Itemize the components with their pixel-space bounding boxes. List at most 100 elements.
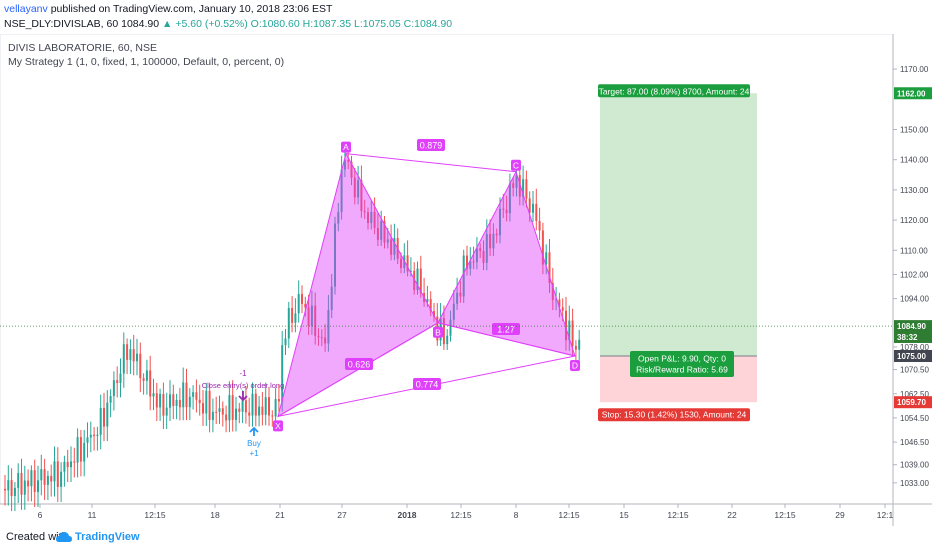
y-tick-label: 1094.00 <box>900 295 929 304</box>
candle-body <box>310 305 313 326</box>
sell-signal-qty: -1 <box>239 369 247 378</box>
publish-line: vellayanv published on TradingView.com, … <box>4 3 332 15</box>
candle-body <box>281 345 284 402</box>
chart-area[interactable]: 1170.00 1150.00 1140.00 1130.00 1120.00 1110.… <box>0 34 932 526</box>
risk-reward-label: Risk/Reward Ratio: 5.69 <box>636 365 728 375</box>
candle-body <box>86 437 89 443</box>
x-tick-label: 22 <box>727 510 737 520</box>
candle-body <box>274 399 277 417</box>
ratio-label: 1.27 <box>497 325 515 335</box>
candle-body <box>244 400 247 413</box>
candle-body <box>568 320 571 341</box>
candle-body <box>198 399 201 404</box>
candle-body <box>301 294 303 304</box>
pattern-point-label: X <box>275 421 281 431</box>
candle-body <box>96 434 99 436</box>
symbol-label: NSE_DLY:DIVISLAB, 60 <box>4 18 119 30</box>
candle-body <box>106 402 109 427</box>
candle-body <box>535 203 538 221</box>
candle-body <box>37 480 39 492</box>
candle-body <box>380 221 383 240</box>
candle-body <box>93 434 96 436</box>
candle-body <box>248 412 251 416</box>
y-tick-label: 1130.00 <box>900 186 929 195</box>
candle-body <box>60 471 63 487</box>
low-value: L:1075.05 <box>354 18 401 30</box>
candle-body <box>215 411 218 413</box>
y-tick-label: 1070.50 <box>900 366 929 375</box>
y-tick-label: 1046.50 <box>900 438 929 447</box>
candle-body <box>360 180 363 211</box>
candle-body <box>195 392 198 400</box>
candle-body <box>426 298 429 302</box>
candle-body <box>512 183 515 188</box>
x-tick-label: 11 <box>88 510 97 520</box>
candle-body <box>442 318 445 345</box>
candle-body <box>277 399 280 402</box>
price-badge-label: 1075.00 <box>897 352 926 361</box>
price-badge <box>894 350 932 362</box>
candle-body <box>353 177 356 198</box>
chart-symbol-title: DIVIS LABORATORIE, 60, NSE <box>8 42 157 54</box>
candle-body <box>122 344 125 374</box>
candle-body <box>20 473 23 495</box>
x-tick-label: 29 <box>835 510 845 520</box>
x-tick-label: 2018 <box>398 510 417 520</box>
candle-body <box>350 161 353 178</box>
candle-body <box>235 408 237 420</box>
candle-body <box>30 470 33 487</box>
author-link[interactable]: vellayanv <box>4 3 48 15</box>
candle-body <box>208 390 211 421</box>
candle-body <box>119 373 122 384</box>
candle-body <box>578 339 581 350</box>
candle-body <box>456 292 459 304</box>
price-badge <box>894 396 932 409</box>
x-tick-label: 12:15 <box>450 510 472 520</box>
candle-body <box>515 175 518 188</box>
candle-body <box>416 268 419 291</box>
candle-body <box>383 221 386 243</box>
x-tick-label: 12:15 <box>667 510 689 520</box>
candle-body <box>367 212 369 224</box>
x-tick-label: 6 <box>38 510 43 520</box>
candle-body <box>502 208 505 210</box>
y-tick-label: 1120.00 <box>900 216 929 225</box>
x-tick-label: 12:15 <box>144 510 166 520</box>
strategy-legend[interactable]: My Strategy 1 (1, 0, fixed, 1, 100000, D… <box>8 56 285 68</box>
x-tick-label: 8 <box>514 510 519 520</box>
candle-body <box>558 299 561 308</box>
candle-body <box>466 255 468 269</box>
candle-body <box>409 270 412 272</box>
pattern-point-label: C <box>513 160 519 170</box>
candle-body <box>129 349 132 360</box>
candle-body <box>452 303 455 320</box>
candle-body <box>221 408 224 415</box>
candle-body <box>145 370 148 381</box>
candle-body <box>565 310 567 341</box>
up-arrow-icon: ▲ <box>162 18 173 30</box>
candle-body <box>376 227 379 240</box>
pattern-leg <box>437 322 576 357</box>
candle-body <box>485 233 488 263</box>
candle-body <box>334 223 336 287</box>
ohlc-line: NSE_DLY:DIVISLAB, 60 1084.90 ▲ +5.60 (+0… <box>4 18 452 30</box>
candle-body <box>43 469 46 485</box>
candle-body <box>317 335 320 338</box>
target-zone <box>600 93 757 356</box>
header-bar: vellayanv published on TradingView.com, … <box>0 0 932 34</box>
candle-body <box>159 393 162 408</box>
candle-body <box>499 208 501 236</box>
candle-body <box>241 400 244 412</box>
ratio-badge <box>345 358 373 370</box>
candle-body <box>132 349 135 362</box>
candle-body <box>155 393 158 408</box>
x-tick-label: 12:15 <box>558 510 580 520</box>
candle-body <box>469 261 472 269</box>
candle-body <box>139 353 142 379</box>
candle-body <box>165 407 168 416</box>
candle-body <box>211 411 214 421</box>
candle-body <box>268 397 270 416</box>
tradingview-brand[interactable]: TradingView <box>75 531 140 543</box>
candle-body <box>27 480 30 487</box>
price-chart[interactable]: 1170.00 1150.00 1140.00 1130.00 1120.00 1110.… <box>0 34 932 526</box>
